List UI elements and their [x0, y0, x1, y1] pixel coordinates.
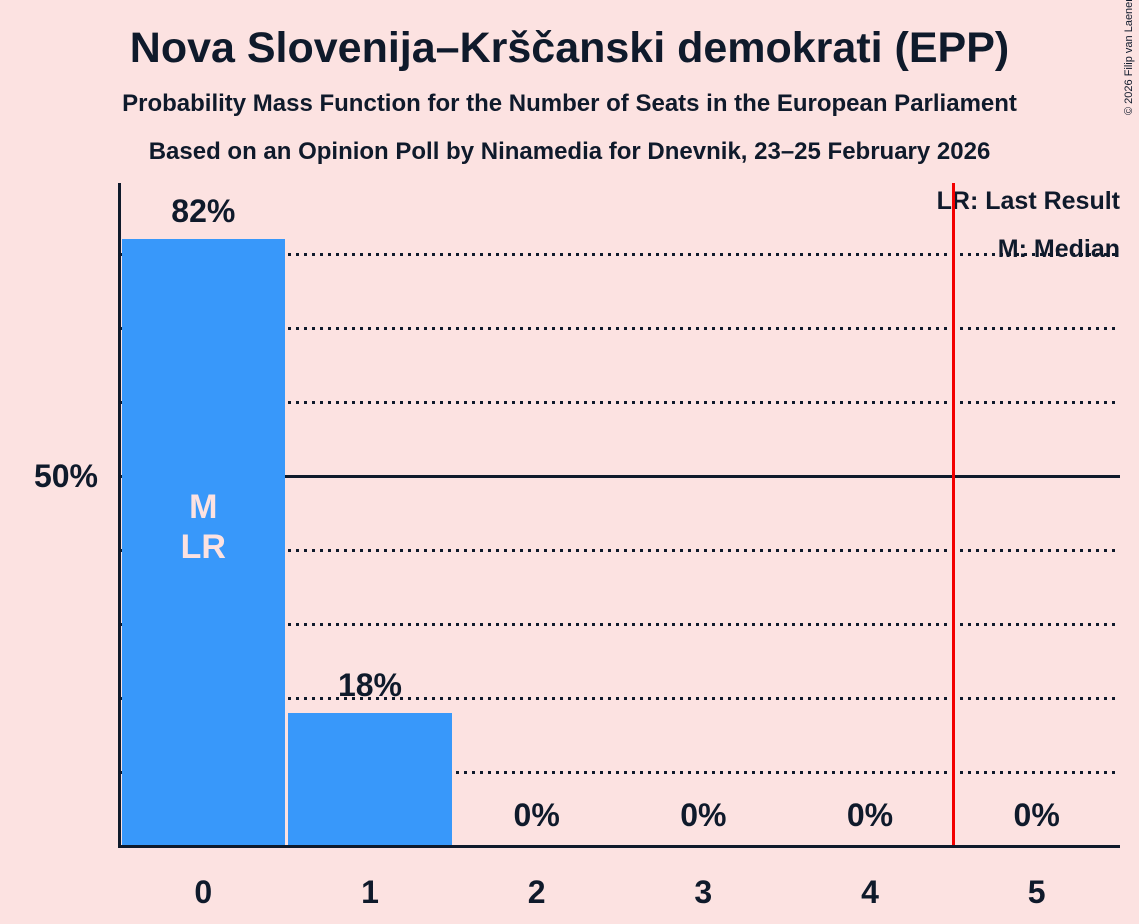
legend-median: M: Median: [997, 235, 1120, 263]
x-tick-label-5: 5: [1027, 874, 1046, 910]
bar-value-label-4: 0%: [846, 797, 894, 833]
bar-value-label-3: 0%: [680, 797, 727, 833]
y-axis-line: [117, 183, 121, 848]
x-tick-label-1: 1: [361, 874, 379, 910]
gridline-80pct: [120, 252, 1120, 256]
gridline-40pct: [120, 548, 1120, 552]
bar-1: [288, 712, 452, 846]
chart-poll-source: Based on an Opinion Poll by Ninamedia fo…: [148, 138, 991, 165]
gridline-60pct: [120, 400, 1120, 404]
x-tick-label-4: 4: [861, 874, 879, 910]
x-tick-label-3: 3: [694, 874, 713, 910]
gridline-10pct: [120, 770, 1120, 774]
red-reference-line: [951, 183, 955, 845]
x-tick-label-0: 0: [194, 874, 213, 910]
x-axis-line: [117, 845, 1120, 848]
x-tick-label-2: 2: [527, 874, 546, 910]
legend-last-result: LR: Last Result: [936, 187, 1120, 215]
gridline-50pct-solid: [120, 474, 1120, 478]
bar-value-label-5: 0%: [1013, 797, 1060, 833]
y-axis-50pct-label: 50%: [33, 458, 98, 494]
gridline-30pct: [120, 622, 1120, 626]
last-result-marker-label: LR: [180, 528, 226, 566]
chart-subtitle: Probability Mass Function for the Number…: [122, 90, 1017, 117]
bar-value-label-0: 82%: [171, 193, 236, 230]
median-last-result-marker: M LR: [122, 487, 286, 567]
page-title: Nova Slovenija–Krščanski demokrati (EPP): [129, 24, 1010, 72]
bar-0: [121, 239, 286, 846]
gridline-70pct: [120, 326, 1120, 330]
median-marker-label: M: [189, 488, 218, 526]
gridline-20pct: [120, 696, 1120, 700]
bar-value-label-2: 0%: [513, 797, 560, 833]
bar-value-label-1: 18%: [337, 666, 402, 703]
